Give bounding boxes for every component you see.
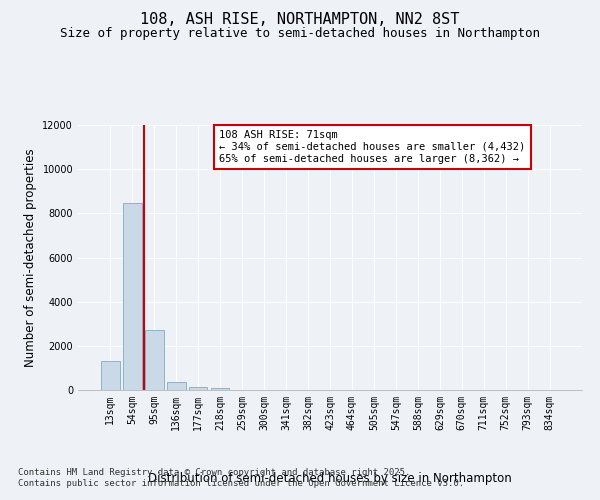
Bar — [145, 330, 164, 390]
Bar — [101, 362, 119, 390]
Text: Size of property relative to semi-detached houses in Northampton: Size of property relative to semi-detach… — [60, 28, 540, 40]
Bar — [211, 388, 229, 390]
X-axis label: Distribution of semi-detached houses by size in Northampton: Distribution of semi-detached houses by … — [148, 472, 512, 485]
Text: 108 ASH RISE: 71sqm
← 34% of semi-detached houses are smaller (4,432)
65% of sem: 108 ASH RISE: 71sqm ← 34% of semi-detach… — [219, 130, 526, 164]
Text: Contains HM Land Registry data © Crown copyright and database right 2025.
Contai: Contains HM Land Registry data © Crown c… — [18, 468, 464, 487]
Y-axis label: Number of semi-detached properties: Number of semi-detached properties — [24, 148, 37, 367]
Bar — [123, 204, 142, 390]
Bar — [189, 386, 208, 390]
Bar — [167, 382, 185, 390]
Text: 108, ASH RISE, NORTHAMPTON, NN2 8ST: 108, ASH RISE, NORTHAMPTON, NN2 8ST — [140, 12, 460, 28]
